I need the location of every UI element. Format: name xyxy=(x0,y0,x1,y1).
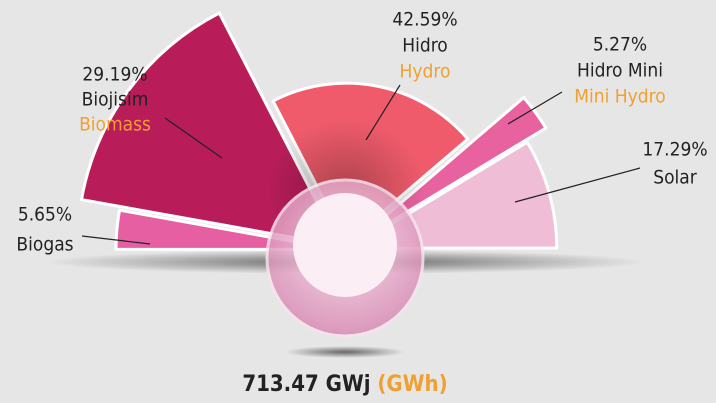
total-value: 713.47 GWj xyxy=(242,372,370,397)
total-unit: (GWh) xyxy=(377,372,447,397)
category-label: Hidro xyxy=(402,35,448,57)
leader-line xyxy=(514,167,641,203)
category-label: Biojisim xyxy=(82,89,149,111)
category-label-en: Hydro xyxy=(400,61,451,83)
leader-line xyxy=(365,84,401,141)
hub-center xyxy=(293,193,397,297)
value-label: 29.19% xyxy=(82,64,147,86)
leader-line xyxy=(507,91,563,125)
category-label: Hidro Mini xyxy=(577,60,663,82)
category-label-en: Mini Hydro xyxy=(574,86,665,108)
total: 713.47 GWj (GWh) xyxy=(242,372,447,397)
category-label-en: Biomass xyxy=(79,114,151,136)
value-label: 5.65% xyxy=(18,204,72,226)
category-label: Biogas xyxy=(16,234,73,256)
leader-line xyxy=(164,117,223,159)
value-label: 17.29% xyxy=(642,139,707,161)
value-label: 5.27% xyxy=(593,34,647,56)
leader-line xyxy=(81,235,151,245)
hub-shadow xyxy=(285,346,405,358)
value-label: 42.59% xyxy=(392,9,457,31)
category-label: Solar xyxy=(653,167,698,189)
